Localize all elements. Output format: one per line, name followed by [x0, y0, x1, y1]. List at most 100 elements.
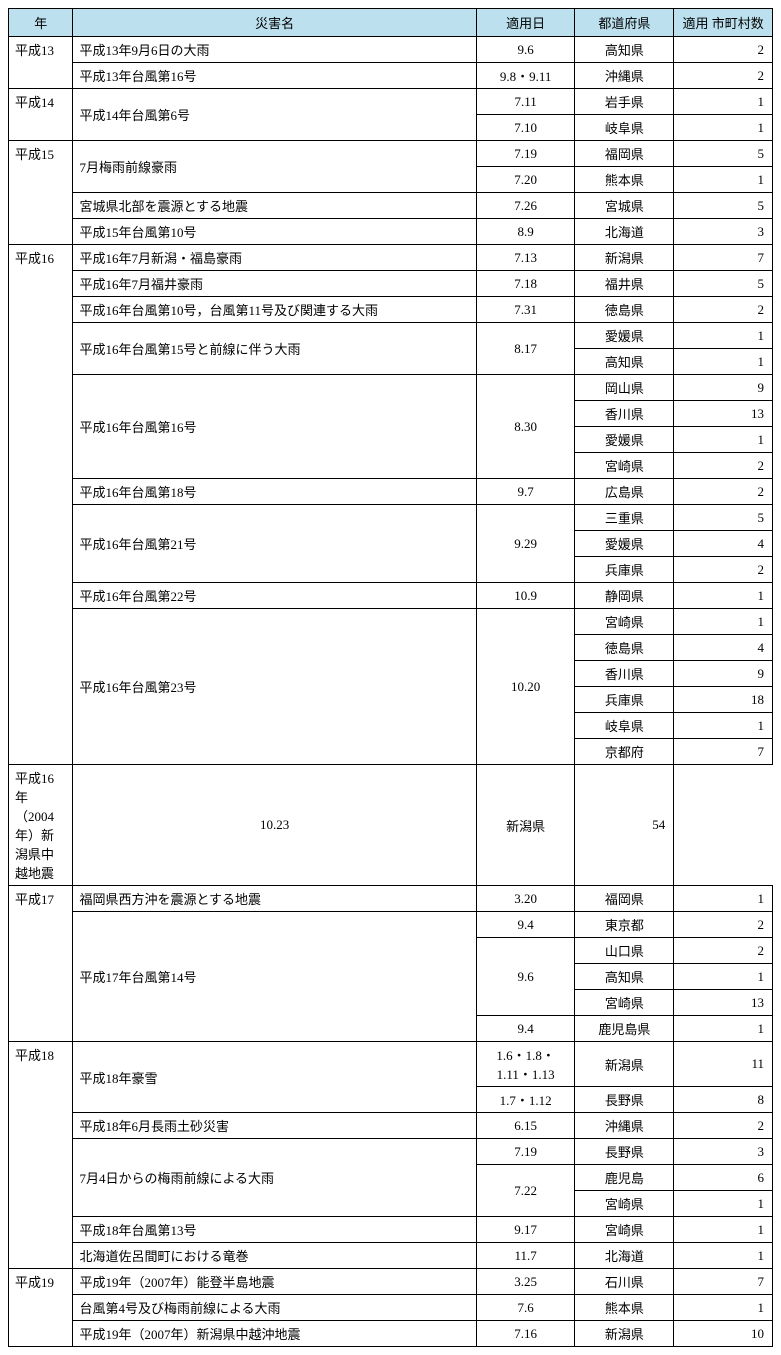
count-cell: 1 — [674, 964, 773, 990]
date-cell: 7.20 — [476, 167, 575, 193]
prefecture-cell: 北海道 — [575, 1243, 674, 1269]
count-cell: 1 — [674, 713, 773, 739]
count-cell: 1 — [674, 323, 773, 349]
prefecture-cell: 宮崎県 — [575, 609, 674, 635]
date-cell: 10.20 — [476, 609, 575, 765]
count-cell: 2 — [674, 1113, 773, 1139]
date-cell: 1.6・1.8・1.11・1.13 — [476, 1042, 575, 1087]
date-cell: 7.16 — [476, 1321, 575, 1347]
count-cell: 7 — [674, 1269, 773, 1295]
date-cell: 11.7 — [476, 1243, 575, 1269]
prefecture-cell: 東京都 — [575, 912, 674, 938]
table-body: 平成13平成13年9月6日の大雨9.6高知県2平成13年台風第16号9.8・9.… — [9, 37, 773, 1347]
table-row: 平成17福岡県西方沖を震源とする地震3.20福岡県1 — [9, 886, 773, 912]
prefecture-cell: 愛媛県 — [575, 323, 674, 349]
prefecture-cell: 北海道 — [575, 219, 674, 245]
date-cell: 8.30 — [476, 375, 575, 479]
year-cell: 平成15 — [9, 141, 73, 245]
date-cell: 9.7 — [476, 479, 575, 505]
count-cell: 4 — [674, 635, 773, 661]
year-cell: 平成14 — [9, 89, 73, 141]
date-cell: 6.15 — [476, 1113, 575, 1139]
table-row: 平成18年台風第13号9.17宮崎県1 — [9, 1217, 773, 1243]
prefecture-cell: 宮崎県 — [575, 1191, 674, 1217]
prefecture-cell: 香川県 — [575, 401, 674, 427]
prefecture-cell: 宮崎県 — [575, 453, 674, 479]
count-cell: 2 — [674, 479, 773, 505]
prefecture-cell: 鹿児島 — [575, 1165, 674, 1191]
date-cell: 3.25 — [476, 1269, 575, 1295]
date-cell: 3.20 — [476, 886, 575, 912]
table-row: 平成16年7月福井豪雨7.18福井県5 — [9, 271, 773, 297]
table-row: 平成19年（2007年）新潟県中越沖地震7.16新潟県10 — [9, 1321, 773, 1347]
table-row: 平成16平成16年7月新潟・福島豪雨7.13新潟県7 — [9, 245, 773, 271]
prefecture-cell: 高知県 — [575, 349, 674, 375]
disaster-name-cell: 平成15年台風第10号 — [73, 219, 476, 245]
count-cell: 1 — [674, 583, 773, 609]
table-row: 平成13年台風第16号9.8・9.11沖縄県2 — [9, 63, 773, 89]
count-cell: 13 — [674, 401, 773, 427]
header-count: 適用 市町村数 — [674, 9, 773, 37]
date-cell: 9.29 — [476, 505, 575, 583]
count-cell: 5 — [674, 141, 773, 167]
date-cell: 9.6 — [476, 37, 575, 63]
prefecture-cell: 新潟県 — [476, 765, 575, 886]
prefecture-cell: 宮崎県 — [575, 990, 674, 1016]
disaster-name-cell: 7月梅雨前線豪雨 — [73, 141, 476, 193]
prefecture-cell: 愛媛県 — [575, 427, 674, 453]
prefecture-cell: 京都府 — [575, 739, 674, 765]
disaster-name-cell: 平成16年7月福井豪雨 — [73, 271, 476, 297]
count-cell: 10 — [674, 1321, 773, 1347]
date-cell: 7.22 — [476, 1165, 575, 1217]
prefecture-cell: 宮城県 — [575, 193, 674, 219]
prefecture-cell: 福井県 — [575, 271, 674, 297]
disaster-name-cell: 平成16年台風第16号 — [73, 375, 476, 479]
prefecture-cell: 徳島県 — [575, 635, 674, 661]
count-cell: 1 — [674, 167, 773, 193]
prefecture-cell: 新潟県 — [575, 245, 674, 271]
prefecture-cell: 鹿児島県 — [575, 1016, 674, 1042]
date-cell: 7.6 — [476, 1295, 575, 1321]
disaster-name-cell: 平成16年7月新潟・福島豪雨 — [73, 245, 476, 271]
disaster-name-cell: 平成16年台風第15号と前線に伴う大雨 — [73, 323, 476, 375]
table-row: 平成157月梅雨前線豪雨7.19福岡県5 — [9, 141, 773, 167]
disaster-name-cell: 福岡県西方沖を震源とする地震 — [73, 886, 476, 912]
header-name: 災害名 — [73, 9, 476, 37]
disaster-name-cell: 平成16年台風第21号 — [73, 505, 476, 583]
count-cell: 5 — [674, 271, 773, 297]
prefecture-cell: 福岡県 — [575, 141, 674, 167]
count-cell: 7 — [674, 245, 773, 271]
count-cell: 1 — [674, 1217, 773, 1243]
count-cell: 4 — [674, 531, 773, 557]
prefecture-cell: 山口県 — [575, 938, 674, 964]
count-cell: 3 — [674, 219, 773, 245]
disaster-name-cell: 7月4日からの梅雨前線による大雨 — [73, 1139, 476, 1217]
date-cell: 10.23 — [73, 765, 476, 886]
count-cell: 11 — [674, 1042, 773, 1087]
prefecture-cell: 新潟県 — [575, 1321, 674, 1347]
count-cell: 2 — [674, 297, 773, 323]
table-row: 台風第4号及び梅雨前線による大雨7.6熊本県1 — [9, 1295, 773, 1321]
header-row: 年 災害名 適用日 都道府県 適用 市町村数 — [9, 9, 773, 37]
date-cell: 8.9 — [476, 219, 575, 245]
count-cell: 1 — [674, 115, 773, 141]
disaster-name-cell: 平成19年（2007年）能登半島地震 — [73, 1269, 476, 1295]
header-date: 適用日 — [476, 9, 575, 37]
count-cell: 2 — [674, 453, 773, 479]
disaster-name-cell: 平成19年（2007年）新潟県中越沖地震 — [73, 1321, 476, 1347]
table-row: 平成17年台風第14号9.4東京都2 — [9, 912, 773, 938]
date-cell: 9.17 — [476, 1217, 575, 1243]
prefecture-cell: 高知県 — [575, 37, 674, 63]
prefecture-cell: 石川県 — [575, 1269, 674, 1295]
disaster-name-cell: 平成16年台風第10号，台風第11号及び関連する大雨 — [73, 297, 476, 323]
table-row: 平成18年6月長雨土砂災害6.15沖縄県2 — [9, 1113, 773, 1139]
date-cell: 7.31 — [476, 297, 575, 323]
disaster-name-cell: 平成14年台風第6号 — [73, 89, 476, 141]
count-cell: 5 — [674, 505, 773, 531]
prefecture-cell: 兵庫県 — [575, 687, 674, 713]
disaster-name-cell: 平成16年台風第18号 — [73, 479, 476, 505]
count-cell: 2 — [674, 37, 773, 63]
disaster-name-cell: 平成18年台風第13号 — [73, 1217, 476, 1243]
date-cell: 7.10 — [476, 115, 575, 141]
count-cell: 2 — [674, 912, 773, 938]
